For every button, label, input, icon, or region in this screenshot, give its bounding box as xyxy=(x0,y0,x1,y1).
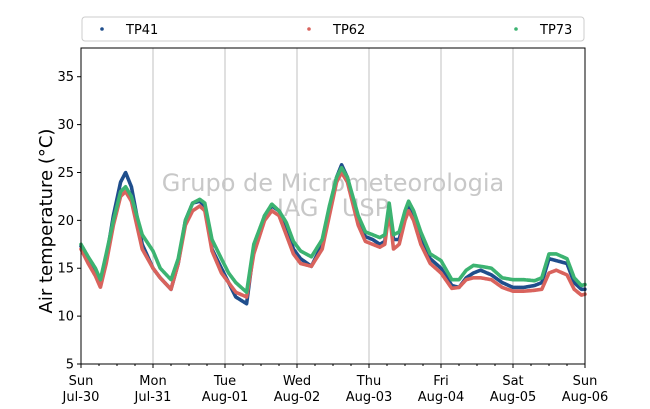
legend-box xyxy=(81,16,585,42)
x-tick-date-label: Aug-05 xyxy=(490,390,537,405)
legend: TP41 TP62 TP73 xyxy=(81,16,585,42)
x-axis: SunJul-30MonJul-31TueAug-01WedAug-02ThuA… xyxy=(62,364,609,405)
x-tick-date-label: Aug-06 xyxy=(562,390,609,405)
x-tick-day-label: Tue xyxy=(213,374,236,389)
y-tick-label: 35 xyxy=(57,70,74,85)
x-tick-day-label: Thu xyxy=(356,374,381,389)
y-axis-label: Air temperature (°C) xyxy=(36,129,57,314)
y-tick-label: 25 xyxy=(57,166,74,181)
x-tick-date-label: Aug-02 xyxy=(274,390,321,405)
series-tp73-line xyxy=(79,165,587,294)
x-tick-day-label: Sun xyxy=(69,374,94,389)
legend-label-tp62: TP62 xyxy=(332,23,365,38)
x-tick-day-label: Sun xyxy=(573,374,598,389)
y-tick-label: 15 xyxy=(57,262,74,277)
x-tick-date-label: Jul-31 xyxy=(134,390,172,405)
legend-marker-tp73 xyxy=(514,27,518,31)
x-tick-date-label: Aug-01 xyxy=(202,390,249,405)
y-tick-label: 20 xyxy=(57,214,74,229)
x-tick-day-label: Mon xyxy=(139,374,166,389)
x-tick-date-label: Aug-03 xyxy=(346,390,393,405)
x-tick-day-label: Sat xyxy=(502,374,523,389)
legend-label-tp73: TP73 xyxy=(539,23,572,38)
legend-label-tp41: TP41 xyxy=(125,23,158,38)
series-layer xyxy=(79,163,587,306)
legend-marker-tp62 xyxy=(307,27,311,31)
y-tick-label: 10 xyxy=(57,310,74,325)
y-tick-label: 30 xyxy=(57,118,74,133)
y-axis: 5 10 15 20 25 30 35 xyxy=(57,70,81,373)
x-tick-date-label: Jul-30 xyxy=(62,390,100,405)
legend-marker-tp41 xyxy=(100,27,104,31)
y-tick-label: 5 xyxy=(66,358,74,373)
grid xyxy=(152,48,514,364)
x-tick-day-label: Fri xyxy=(433,374,449,389)
x-tick-date-label: Aug-04 xyxy=(418,390,465,405)
x-tick-day-label: Wed xyxy=(283,374,311,389)
